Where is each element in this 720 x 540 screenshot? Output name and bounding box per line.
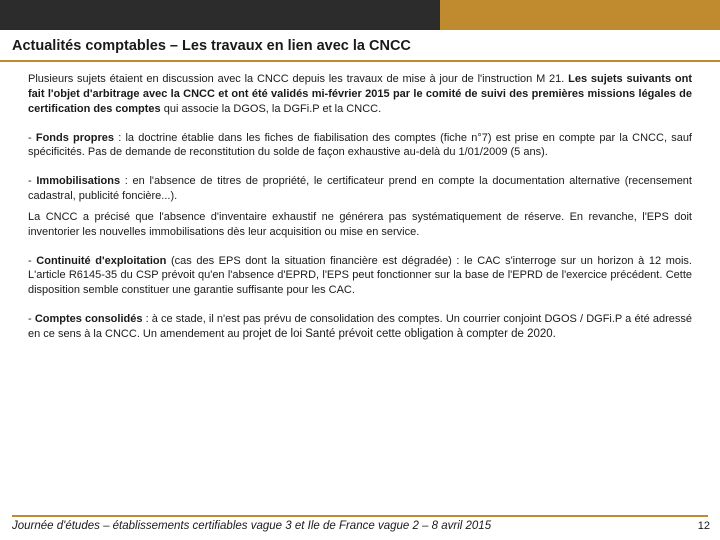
footer: Journée d'études – établissements certif… [0, 515, 720, 532]
immobilisations-paragraph: - Immobilisations : en l'absence de titr… [28, 174, 692, 204]
header-bar [0, 0, 720, 30]
immobilisations-text: : en l'absence de titres de propriété, l… [28, 175, 692, 202]
fonds-propres-label: Fonds propres [36, 132, 114, 144]
header-accent [440, 0, 720, 30]
page-title: Actualités comptables – Les travaux en l… [12, 38, 411, 54]
fonds-propres-text: : la doctrine établie dans les fiches de… [28, 132, 692, 159]
page-number: 12 [698, 520, 710, 532]
comptes-consolides-projet: projet de loi Santé prévoit cette obliga… [243, 328, 556, 340]
intro-text-a: Plusieurs sujets étaient en discussion a… [28, 73, 568, 85]
comptes-consolides-paragraph: - Comptes consolidés : à ce stade, il n'… [28, 312, 692, 342]
immobilisations-label: Immobilisations [36, 175, 120, 187]
cncc-precision-text: La CNCC a précisé que l'absence d'invent… [28, 211, 692, 238]
intro-paragraph: Plusieurs sujets étaient en discussion a… [28, 72, 692, 117]
continuite-label: Continuité d'exploitation [36, 255, 166, 267]
fonds-propres-paragraph: - Fonds propres : la doctrine établie da… [28, 131, 692, 161]
footer-line: Journée d'études – établissements certif… [12, 515, 708, 532]
comptes-consolides-label: Comptes consolidés [35, 313, 143, 325]
title-row: Actualités comptables – Les travaux en l… [0, 30, 720, 62]
continuite-paragraph: - Continuité d'exploitation (cas des EPS… [28, 254, 692, 299]
bullet-dash: - [28, 313, 35, 325]
footer-text: Journée d'études – établissements certif… [12, 520, 491, 532]
intro-text-c: qui associe la DGOS, la DGFi.P et la CNC… [161, 103, 381, 115]
cncc-precision-paragraph: La CNCC a précisé que l'absence d'invent… [28, 210, 692, 240]
content-area: Plusieurs sujets étaient en discussion a… [0, 72, 720, 342]
bullet-dash: - [28, 132, 36, 144]
